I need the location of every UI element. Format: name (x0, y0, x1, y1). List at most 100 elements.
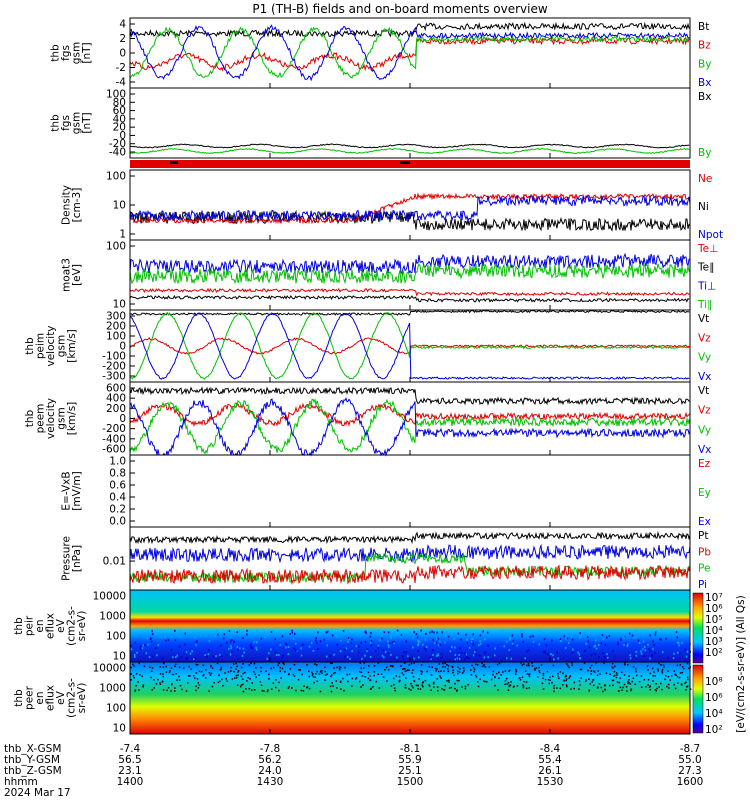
spectrogram-electron-pixel (168, 671, 171, 674)
x-table-row-label: hhmm (4, 776, 38, 788)
spectrogram-ion-pixel (293, 632, 296, 635)
spectrogram-ion-pixel (253, 641, 255, 644)
spectrogram-ion-pixel (174, 639, 177, 642)
spectrogram-ion-pixel (219, 653, 221, 656)
spectrogram-ion-pixel (344, 648, 346, 651)
spectrogram-electron-pixel (661, 672, 664, 674)
spectrogram-electron-pixel (506, 683, 509, 685)
colorbar-tick: 10⁶ (705, 692, 723, 704)
spectrogram-ion-pixel (266, 657, 268, 660)
spectrogram-ion-pixel (566, 637, 569, 640)
spectrogram-ion-pixel (472, 633, 475, 636)
spectrogram-electron-pixel (604, 684, 606, 686)
spectrogram-electron-pixel (627, 680, 629, 683)
spectrogram-electron-pixel (475, 675, 478, 678)
spectrogram-electron-pixel (681, 671, 684, 674)
panel-ytick-temp: 10 (113, 299, 126, 311)
spectrogram-electron-pixel (200, 670, 203, 673)
spectrogram-ion-pixel (654, 633, 657, 636)
spectrogram-ion-pixel (571, 648, 574, 651)
spectrogram-electron-pixel (679, 672, 682, 674)
panel-ytick-peir: 1000 (99, 611, 126, 623)
spectrogram-electron-pixel (242, 690, 245, 693)
spectrogram-ion-pixel (174, 629, 176, 632)
spectrogram-ion-pixel (347, 640, 349, 643)
spectrogram-electron-pixel (253, 689, 256, 691)
spectrogram-electron-pixel (220, 666, 223, 669)
spectrogram-electron-pixel (485, 680, 488, 683)
spectrogram-electron-pixel (676, 676, 679, 678)
spectrogram-electron-pixel (514, 673, 517, 675)
spectrogram-electron-pixel (521, 664, 523, 666)
spectrogram-electron-pixel (348, 673, 351, 676)
spectrogram-ion-pixel (606, 653, 608, 656)
spectrogram-electron-pixel (272, 666, 275, 669)
spectrogram-electron-pixel (159, 682, 161, 684)
spectrogram-electron-pixel (248, 687, 251, 690)
spectrogram-ion-pixel (654, 651, 656, 654)
x-table-cell-hhmm: 1600 (677, 776, 704, 788)
panel-ylabel-line: fgs (60, 45, 72, 61)
spectrogram-electron-pixel (390, 685, 393, 687)
spectrogram-electron-pixel (240, 675, 243, 678)
spectrogram-electron-pixel (192, 675, 195, 677)
spectrogram-electron-pixel (590, 670, 592, 672)
x-table-cell-x: -8.4 (540, 743, 561, 755)
spectrogram-electron-pixel (142, 684, 145, 686)
spectrogram-electron-pixel (354, 678, 357, 680)
spectrogram-electron-pixel (653, 671, 655, 673)
spectrogram-electron-pixel (361, 675, 364, 677)
spectrogram-electron-pixel (211, 667, 214, 669)
spectrogram-ion-pixel (155, 633, 157, 636)
spectrogram-ion-pixel (634, 630, 637, 633)
spectrogram-ion-pixel (642, 640, 645, 643)
spectrogram-ion-pixel (170, 648, 173, 651)
spectrogram-electron-pixel (565, 675, 568, 678)
spectrogram-ion-pixel (571, 638, 574, 641)
spectrogram-electron-pixel (580, 677, 582, 679)
spectrogram-ion-pixel (510, 657, 513, 660)
spectrogram-ion-pixel (478, 644, 480, 647)
spectrogram-electron-pixel (557, 675, 559, 677)
spectrogram-ion-pixel (172, 656, 174, 659)
spectrogram-electron-pixel (150, 676, 152, 679)
spectrogram-electron-pixel (401, 672, 403, 674)
spectrogram-ion-pixel (543, 650, 545, 653)
panel-ytick-ve: -200 (102, 423, 126, 435)
spectrogram-electron-pixel (500, 674, 502, 676)
spectrogram-electron-pixel (647, 669, 649, 671)
spectrogram-ion-pixel (565, 635, 568, 638)
spectrogram-electron-pixel (685, 689, 687, 691)
spectrogram-ion-pixel (633, 636, 635, 639)
spectrogram-electron-pixel (248, 664, 251, 666)
legend-ve-Vx: Vx (698, 444, 711, 456)
spectrogram-electron-pixel (461, 672, 464, 674)
spectrogram-ion-pixel (317, 631, 319, 634)
spectrogram-ion-pixel (454, 646, 456, 649)
spectrogram-electron-pixel (612, 675, 615, 677)
spectrogram-ion-pixel (405, 651, 407, 654)
colorbar-tick: 10² (705, 647, 723, 659)
spectrogram-electron-pixel (467, 683, 469, 686)
spectrogram-electron-pixel (558, 677, 560, 680)
spectrogram-electron-pixel (448, 681, 450, 683)
spectrogram-ion-pixel (382, 656, 385, 659)
panel-ylabel-line: fgs (60, 115, 72, 131)
spectrogram-electron-pixel (655, 683, 657, 685)
spectrogram-electron-pixel (181, 688, 183, 691)
spectrogram-ion-pixel (635, 635, 637, 638)
spectrogram-electron-pixel (171, 683, 173, 685)
spectrogram-ion-pixel (640, 650, 642, 653)
spectrogram-electron-pixel (626, 690, 628, 692)
spectrogram-electron-pixel (394, 689, 396, 692)
spectrogram-ion-pixel (196, 630, 199, 633)
spectrogram-electron-pixel (149, 666, 151, 669)
spectrogram-electron-pixel (161, 680, 164, 683)
spectrogram-ion-pixel (390, 653, 392, 656)
spectrogram-ion-pixel (602, 652, 604, 655)
spectrogram-ion-pixel (444, 641, 446, 644)
panel-ytick-fgs_dsl: 100 (106, 89, 126, 101)
spectrogram-electron-pixel (319, 670, 322, 673)
spectrogram-ion-pixel (450, 646, 453, 649)
spectrogram-electron-pixel (330, 674, 333, 676)
